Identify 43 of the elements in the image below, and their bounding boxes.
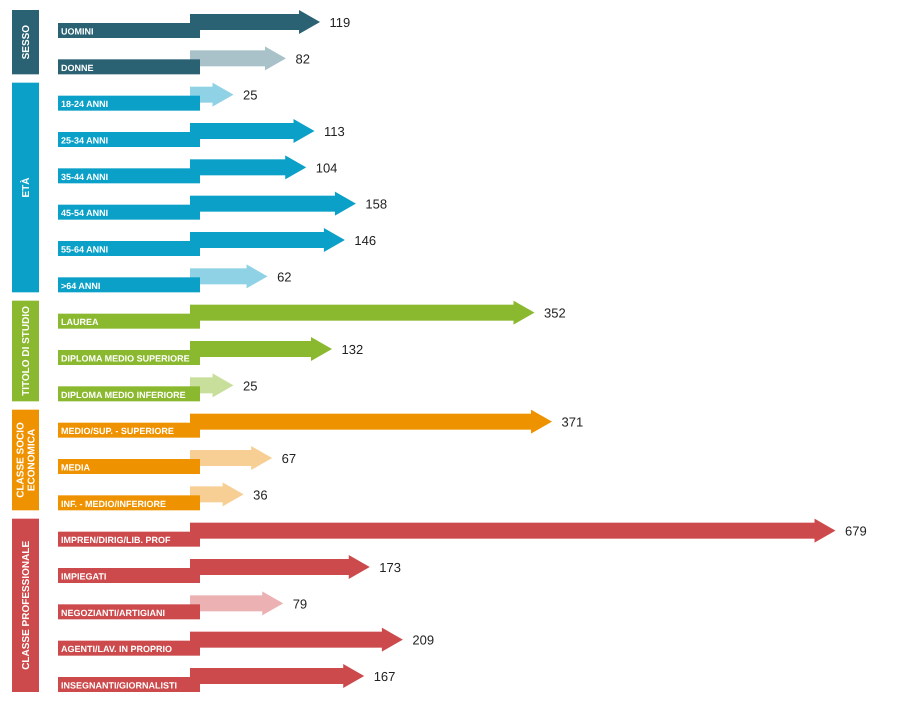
data-label: 104	[316, 160, 338, 176]
y-tick-label: AGENTI/LAV. IN PROPRIO	[61, 644, 172, 654]
data-label: 352	[544, 306, 566, 321]
y-axis-title: CLASSE SOCIO ECONOMICA	[16, 422, 38, 498]
data-label: 36	[253, 487, 268, 502]
data-label: 25	[243, 88, 258, 103]
data-label: 209	[412, 632, 434, 648]
y-tick-label: 18-24 ANNI	[61, 99, 108, 110]
y-axis-title: ETÀ	[20, 178, 32, 198]
y-tick-label: NEGOZIANTI/ARTIGIANI	[61, 608, 165, 618]
y-tick-label: 45-54 ANNI	[61, 208, 108, 218]
y-tick-label: INSEGNANTI/GIORNALISTI	[61, 680, 178, 690]
y-tick-label: LAUREA	[61, 317, 99, 328]
y-tick-label: DIPLOMA MEDIO SUPERIORE	[61, 354, 190, 364]
y-tick-label: IMPREN/DIRIG/LIB. PROF	[61, 535, 172, 546]
y-tick-label: 35-44 ANNI	[61, 172, 108, 182]
data-label: 62	[277, 269, 292, 284]
y-tick-label: DONNE	[61, 62, 94, 73]
y-axis-title: SESSO	[21, 24, 32, 60]
y-axis-title: CLASSE PROFESSIONALE	[21, 540, 32, 670]
data-label: 119	[330, 15, 350, 30]
data-label: 371	[561, 414, 584, 430]
y-tick-label: 25-34 ANNI	[61, 136, 108, 146]
data-label: 173	[379, 560, 401, 575]
data-label: 79	[292, 596, 308, 612]
data-label: 132	[342, 342, 364, 357]
y-tick-label: MEDIO/SUP. - SUPERIORE	[61, 426, 174, 436]
y-tick-label: >64 ANNI	[61, 280, 100, 291]
data-label: 158	[365, 196, 388, 212]
data-label: 679	[845, 524, 867, 539]
data-label: 82	[295, 51, 310, 66]
data-label: 167	[374, 669, 396, 684]
data-label: 67	[282, 451, 296, 466]
y-tick-label: 55-64 ANNI	[61, 244, 108, 254]
y-tick-label: UOMINI	[61, 26, 94, 36]
data-label: 113	[324, 124, 345, 139]
y-axis-title: TITOLO DI STUDIO	[21, 306, 32, 396]
y-tick-label: IMPIEGATI	[61, 572, 106, 582]
y-tick-label: MEDIA	[61, 462, 90, 472]
y-tick-label: INF. - MEDIO/INFERIORE	[61, 498, 166, 509]
data-label: 146	[354, 233, 376, 248]
y-tick-label: DIPLOMA MEDIO INFERIORE	[61, 390, 186, 400]
data-label: 25	[243, 378, 258, 394]
